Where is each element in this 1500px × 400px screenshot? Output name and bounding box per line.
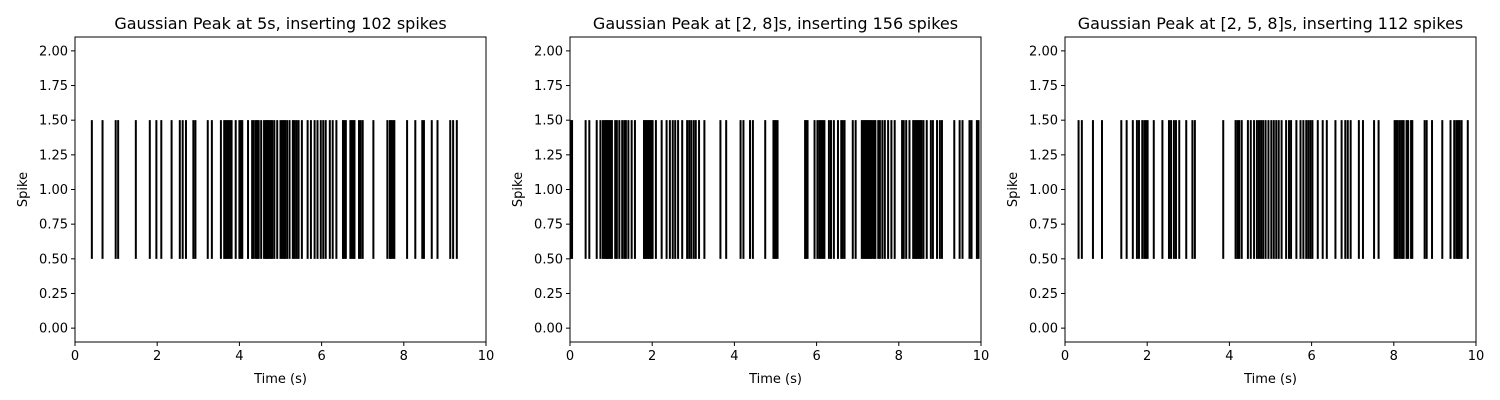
subplot-1-title: Gaussian Peak at 5s, inserting 102 spike… — [114, 14, 446, 33]
subplot-3-xticks: 0 2 4 6 8 10 — [1061, 342, 1484, 364]
subplot-2-ylabel: Spike — [511, 172, 526, 207]
y-tick-label: 1.50 — [534, 114, 563, 129]
y-tick-label: 1.75 — [1029, 79, 1058, 94]
subplot-1-ylabel: Spike — [16, 172, 31, 207]
subplot-3-spikes — [1077, 120, 1469, 259]
subplot-1: Gaussian Peak at 5s, inserting 102 spike… — [16, 14, 494, 387]
y-tick-label: 0.00 — [534, 322, 563, 337]
y-tick-label: 2.00 — [534, 44, 563, 59]
subplot-3-ylabel: Spike — [1006, 172, 1021, 207]
x-tick-label: 10 — [478, 349, 495, 364]
x-tick-label: 6 — [317, 349, 325, 364]
x-tick-label: 0 — [71, 349, 79, 364]
y-tick-label: 1.00 — [1029, 183, 1058, 198]
subplot-1-xticks: 0 2 4 6 8 10 — [71, 342, 494, 364]
subplot-1-spikes — [90, 120, 458, 259]
y-tick-label: 2.00 — [1029, 44, 1058, 59]
subplot-3-xlabel: Time (s) — [1243, 372, 1297, 387]
y-tick-label: 2.00 — [39, 44, 68, 59]
y-tick-label: 1.00 — [39, 183, 68, 198]
x-tick-label: 2 — [648, 349, 656, 364]
x-tick-label: 8 — [895, 349, 903, 364]
x-tick-label: 4 — [730, 349, 738, 364]
y-tick-label: 0.50 — [1029, 252, 1058, 267]
y-tick-label: 0.50 — [39, 252, 68, 267]
y-tick-label: 0.00 — [1029, 322, 1058, 337]
subplot-2-xlabel: Time (s) — [748, 372, 802, 387]
subplot-1-xlabel: Time (s) — [253, 372, 307, 387]
x-tick-label: 10 — [973, 349, 990, 364]
subplot-2-xticks: 0 2 4 6 8 10 — [566, 342, 989, 364]
subplot-3: Gaussian Peak at [2, 5, 8]s, inserting 1… — [1006, 14, 1484, 387]
x-tick-label: 8 — [400, 349, 408, 364]
y-tick-label: 1.25 — [1029, 148, 1058, 163]
subplot-2-yticks: 0.00 0.25 0.50 0.75 1.00 1.25 1.50 1.75 2.00 — [534, 44, 570, 337]
y-tick-label: 1.50 — [39, 114, 68, 129]
y-tick-label: 1.25 — [534, 148, 563, 163]
y-tick-label: 0.75 — [1029, 218, 1058, 233]
x-tick-label: 6 — [812, 349, 820, 364]
y-tick-label: 1.50 — [1029, 114, 1058, 129]
subplot-2: Gaussian Peak at [2, 8]s, inserting 156 … — [511, 14, 989, 387]
x-tick-label: 0 — [566, 349, 574, 364]
y-tick-label: 1.25 — [39, 148, 68, 163]
x-tick-label: 6 — [1307, 349, 1315, 364]
y-tick-label: 0.75 — [534, 218, 563, 233]
x-tick-label: 4 — [1225, 349, 1233, 364]
y-tick-label: 0.25 — [534, 287, 563, 302]
subplot-3-title: Gaussian Peak at [2, 5, 8]s, inserting 1… — [1078, 14, 1464, 33]
y-tick-label: 0.25 — [1029, 287, 1058, 302]
subplot-3-yticks: 0.00 0.25 0.50 0.75 1.00 1.25 1.50 1.75 2.00 — [1029, 44, 1065, 337]
y-tick-label: 0.25 — [39, 287, 68, 302]
y-tick-label: 0.00 — [39, 322, 68, 337]
x-tick-label: 4 — [235, 349, 243, 364]
y-tick-label: 1.75 — [534, 79, 563, 94]
x-tick-label: 0 — [1061, 349, 1069, 364]
y-tick-label: 1.00 — [534, 183, 563, 198]
y-tick-label: 1.75 — [39, 79, 68, 94]
subplot-2-title: Gaussian Peak at [2, 8]s, inserting 156 … — [593, 14, 958, 33]
x-tick-label: 8 — [1390, 349, 1398, 364]
subplot-1-yticks: 0.00 0.25 0.50 0.75 1.00 1.25 1.50 1.75 2.00 — [39, 44, 75, 337]
x-tick-label: 10 — [1468, 349, 1485, 364]
y-tick-label: 0.75 — [39, 218, 68, 233]
y-tick-label: 0.50 — [534, 252, 563, 267]
x-tick-label: 2 — [153, 349, 161, 364]
subplot-2-spikes — [569, 120, 980, 259]
x-tick-label: 2 — [1143, 349, 1151, 364]
